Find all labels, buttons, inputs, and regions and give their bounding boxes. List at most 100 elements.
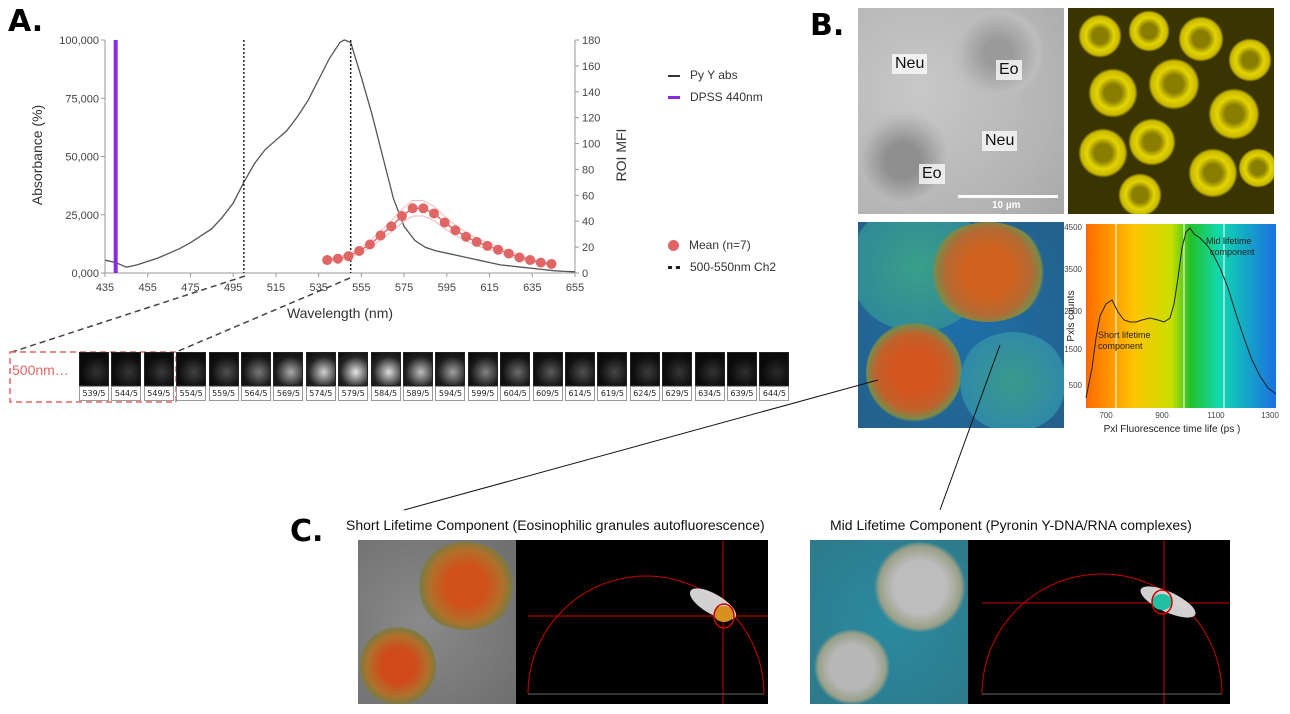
hist-ytick: 500 <box>1069 381 1083 390</box>
hist-ytick: 3500 <box>1064 265 1082 274</box>
strip-cell-label: 564/5 <box>241 386 271 401</box>
hist-annotation-mid: Mid lifetime <box>1206 236 1252 246</box>
fluorescent-cell <box>1078 14 1122 58</box>
panel-c-left-title: Short Lifetime Component (Eosinophilic g… <box>346 517 765 533</box>
mean-point <box>450 225 461 236</box>
fluorescent-cell <box>1128 10 1170 52</box>
fluorescent-cell <box>1188 148 1238 198</box>
hist-y-label: Pxls counts <box>1066 290 1077 341</box>
mean-point <box>364 239 375 250</box>
x-tick-label: 555 <box>352 282 370 294</box>
strip-thumbnail <box>273 352 304 386</box>
strip-cell-label: 644/5 <box>759 386 790 401</box>
y2-tick-label: 40 <box>582 216 594 228</box>
strip-cell-label: 584/5 <box>370 386 401 401</box>
strip-cell: 579/5 <box>338 352 369 402</box>
y2-tick-label: 20 <box>582 242 594 254</box>
absorbance-line <box>104 39 576 273</box>
mean-point <box>396 211 407 222</box>
y2-tick-label: 140 <box>582 87 600 99</box>
x-tick-label: 635 <box>523 282 541 294</box>
mean-band-upper <box>327 200 552 264</box>
mid-lifetime-image <box>810 540 968 704</box>
mean-point <box>493 244 504 255</box>
brightfield-image: Neu Eo Neu Eo 10 µm <box>858 8 1064 214</box>
hist-xtick: 900 <box>1155 411 1169 420</box>
strip-thumbnail <box>662 352 693 386</box>
x-tick-label: 475 <box>181 282 199 294</box>
strip-cell: 539/5 <box>79 352 109 402</box>
mean-point <box>354 245 365 256</box>
strip-cell-label: 619/5 <box>597 386 628 401</box>
hist-annotation-short: Short lifetime <box>1098 330 1151 340</box>
mean-point <box>375 230 386 241</box>
strip-cell-label: 544/5 <box>111 386 142 401</box>
mean-point <box>471 236 482 247</box>
y-axis-label: Absorbance (%) <box>29 105 45 205</box>
mean-point <box>439 217 450 228</box>
mean-point <box>418 203 429 214</box>
y2-tick-label: 80 <box>582 164 594 176</box>
strip-cell-label: 639/5 <box>727 386 757 401</box>
strip-cell: 634/5 <box>694 352 725 402</box>
strip-cell-label: 604/5 <box>500 386 531 401</box>
mean-point <box>429 208 439 219</box>
strip-thumbnail <box>694 352 725 386</box>
strip-cell: 569/5 <box>273 352 304 402</box>
strip-cell-label: 554/5 <box>176 386 207 401</box>
strip-cell: 554/5 <box>176 352 207 402</box>
strip-cell: 619/5 <box>597 352 628 402</box>
mean-point <box>503 248 514 259</box>
fluorescent-cell <box>1118 173 1162 214</box>
hist-ytick: 2500 <box>1064 307 1082 316</box>
flim-image <box>858 222 1064 428</box>
legend-label-laser: DPSS 440nm <box>690 90 763 104</box>
y-tick-label: 0,000 <box>71 268 99 280</box>
panel-letter-a: A. <box>8 4 44 39</box>
strip-cell: 629/5 <box>662 352 693 402</box>
hist-annotation-short: component <box>1098 341 1143 351</box>
strip-thumbnail <box>143 352 174 386</box>
fluorescent-cell <box>1208 88 1260 140</box>
fluorescent-cell <box>1148 58 1200 110</box>
strip-thumbnail <box>176 352 207 386</box>
strip-cell: 559/5 <box>208 352 239 402</box>
hist-ytick: 4500 <box>1064 223 1082 232</box>
strip-cell: 614/5 <box>565 352 595 402</box>
panel-letter-c: C. <box>290 514 324 549</box>
legend-label-abs: Py Y abs <box>690 68 738 82</box>
mean-point <box>386 221 397 232</box>
strip-cell: 549/5 <box>143 352 174 402</box>
absorbance-chart: 435 455 475 495 515 535 555 575 595 615 635 655 0,00… <box>29 35 629 321</box>
mean-point <box>332 253 343 264</box>
strip-cell: 644/5 <box>759 352 790 402</box>
label-eo-1: Eo <box>996 60 1022 80</box>
y2-tick-label: 60 <box>582 190 594 202</box>
x-tick-label: 595 <box>438 282 456 294</box>
mean-point <box>525 255 536 266</box>
strip-thumbnail <box>435 352 466 386</box>
fluorescent-cell <box>1128 118 1176 166</box>
panel-c-right-title: Mid Lifetime Component (Pyronin Y-DNA/RN… <box>830 517 1192 533</box>
x-tick-label: 615 <box>480 282 498 294</box>
label-neu-2: Neu <box>982 131 1018 151</box>
y-tick-label: 100,000 <box>59 35 99 47</box>
legend-item-mean: Mean (n=7) <box>668 238 751 252</box>
hist-ytick: 1500 <box>1064 345 1082 354</box>
strip-cell: 639/5 <box>727 352 757 402</box>
strip-cell: 609/5 <box>532 352 563 402</box>
y2-tick-label: 100 <box>582 139 600 151</box>
strip-thumbnail <box>370 352 401 386</box>
strip-thumbnail <box>629 352 660 386</box>
strip-cell: 589/5 <box>403 352 433 402</box>
mean-point <box>535 257 546 268</box>
strip-cell: 574/5 <box>305 352 336 402</box>
strip-thumbnail <box>597 352 628 386</box>
legend-label-band: 500-550nm Ch2 <box>690 260 777 274</box>
hist-annotation-mid: component <box>1210 247 1255 257</box>
strip-thumbnail <box>79 352 109 386</box>
mean-point <box>546 258 557 269</box>
fluorescent-cell <box>1178 16 1224 62</box>
strip-cell: 604/5 <box>500 352 531 402</box>
